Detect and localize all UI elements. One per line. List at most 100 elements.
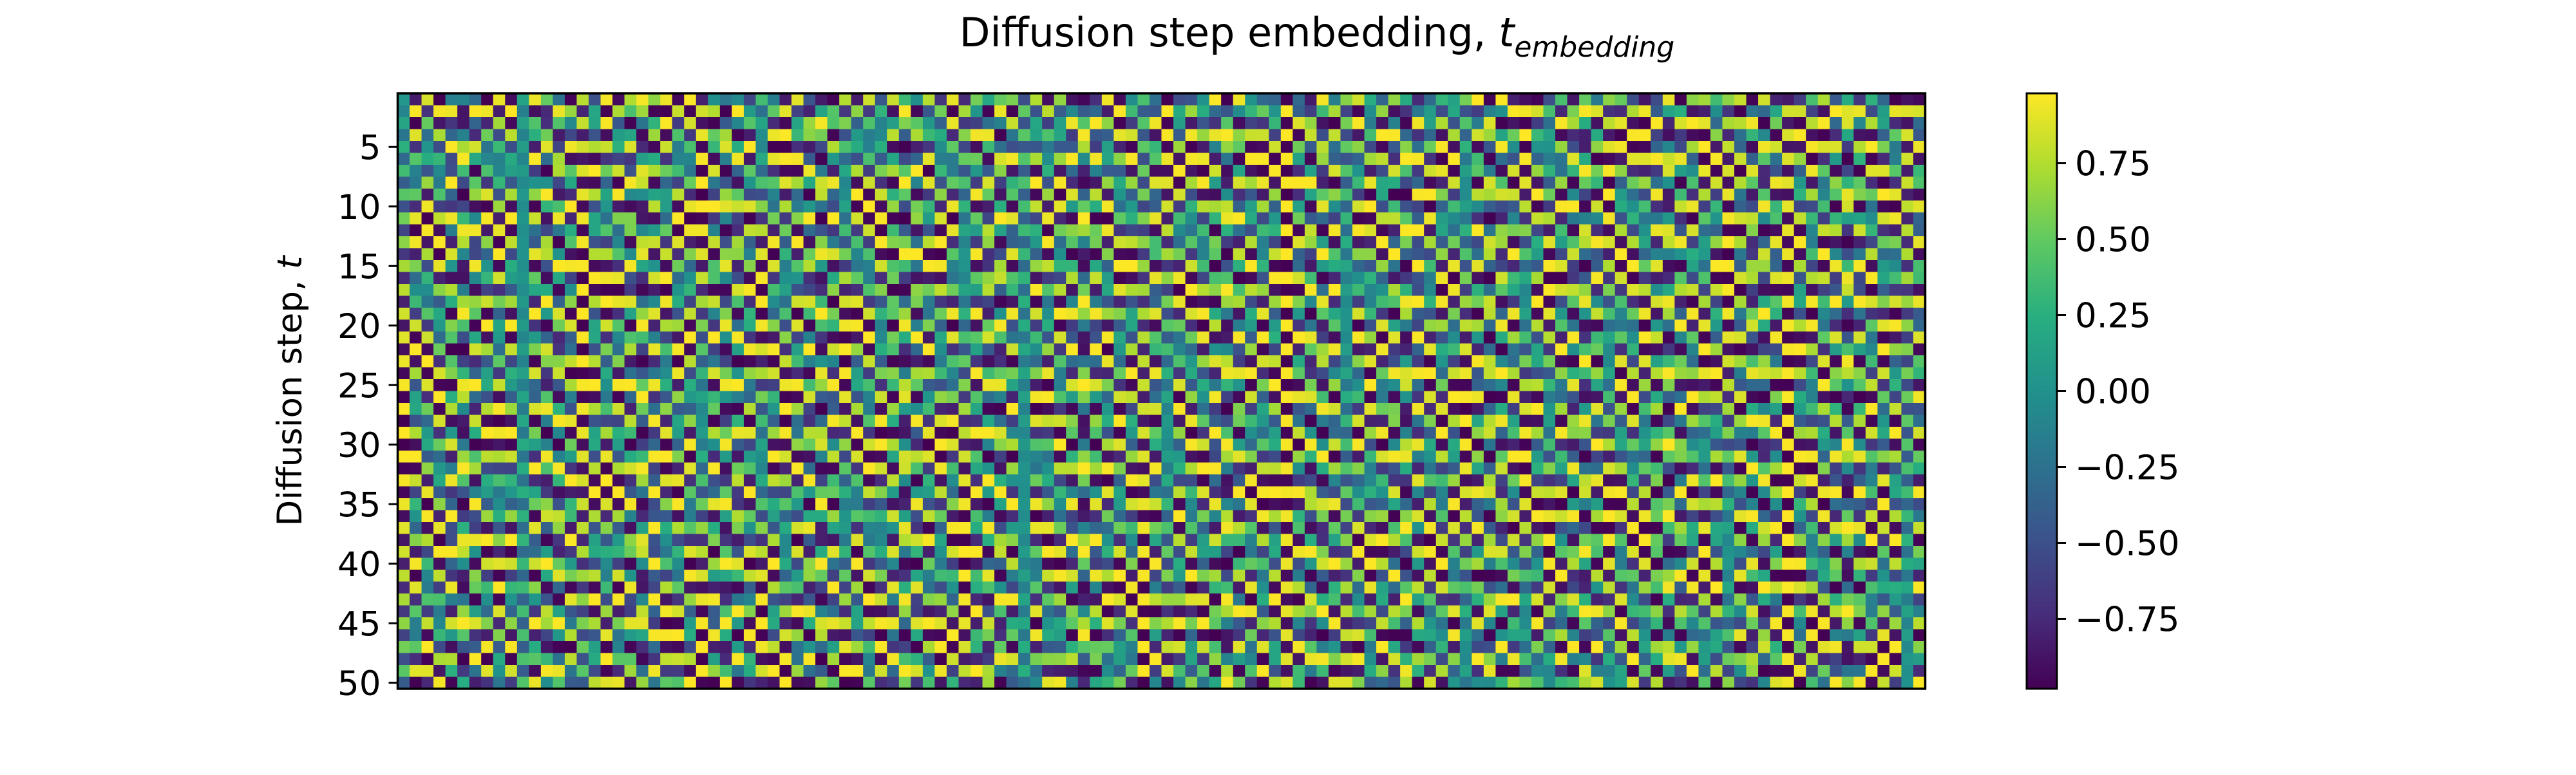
heatmap-cell	[1806, 260, 1819, 273]
heatmap-cell	[1280, 165, 1293, 178]
heatmap-cell	[1472, 534, 1484, 546]
heatmap-cell	[1483, 343, 1496, 356]
heatmap-cell	[1830, 474, 1842, 487]
heatmap-cell	[1448, 165, 1461, 178]
heatmap-cell	[1579, 165, 1592, 178]
heatmap-cell	[1364, 355, 1377, 368]
heatmap-cell	[1615, 534, 1627, 546]
heatmap-cell	[1794, 546, 1806, 559]
heatmap-cell	[672, 546, 685, 559]
heatmap-cell	[1066, 272, 1079, 285]
heatmap-cell	[1066, 486, 1079, 499]
heatmap-cell	[1662, 272, 1675, 285]
heatmap-cell	[636, 510, 649, 523]
heatmap-cell	[1543, 486, 1556, 499]
heatmap-cell	[1651, 295, 1663, 308]
heatmap-cell	[1841, 165, 1854, 178]
heatmap-cell	[481, 510, 494, 523]
heatmap-cell	[1090, 284, 1103, 297]
heatmap-cell	[1495, 272, 1508, 285]
heatmap-cell	[1328, 308, 1341, 321]
heatmap-cell	[839, 308, 852, 321]
heatmap-cell	[1758, 367, 1771, 380]
heatmap-cell	[1424, 141, 1437, 154]
heatmap-cell	[576, 534, 589, 546]
heatmap-cell	[1197, 248, 1210, 261]
heatmap-cell	[1435, 403, 1448, 416]
heatmap-cell	[1853, 284, 1866, 297]
heatmap-cell	[1531, 355, 1544, 368]
heatmap-cell	[958, 534, 971, 546]
heatmap-cell	[540, 379, 554, 392]
heatmap-cell	[1638, 546, 1651, 559]
heatmap-cell	[1901, 379, 1914, 392]
heatmap-cell	[457, 486, 470, 499]
heatmap-cell	[1388, 438, 1401, 451]
heatmap-cell	[1877, 331, 1890, 344]
heatmap-cell	[1531, 379, 1544, 392]
heatmap-cell	[1507, 153, 1520, 165]
heatmap-cell	[684, 331, 697, 344]
heatmap-cell	[624, 462, 637, 475]
heatmap-cell	[505, 284, 518, 297]
heatmap-cell	[922, 451, 936, 463]
heatmap-cell	[1042, 355, 1055, 368]
heatmap-cell	[600, 415, 613, 427]
heatmap-cell	[1185, 212, 1198, 225]
heatmap-cell	[767, 200, 781, 213]
heatmap-cell	[1495, 534, 1508, 546]
heatmap-cell	[1817, 189, 1830, 201]
heatmap-cell	[922, 522, 936, 535]
heatmap-cell	[1435, 438, 1448, 451]
heatmap-cell	[1293, 200, 1305, 213]
heatmap-cell	[1018, 451, 1031, 463]
heatmap-cell	[839, 105, 852, 118]
heatmap-cell	[1638, 153, 1651, 165]
heatmap-cell	[1722, 438, 1735, 451]
heatmap-cell	[1054, 391, 1066, 404]
heatmap-cell	[1806, 319, 1819, 332]
heatmap-cell	[589, 189, 601, 201]
heatmap-cell	[732, 522, 744, 535]
heatmap-cell	[1101, 308, 1114, 321]
heatmap-cell	[815, 331, 828, 344]
heatmap-cell	[1424, 200, 1437, 213]
heatmap-cell	[1841, 438, 1854, 451]
heatmap-cell	[516, 176, 529, 189]
heatmap-cell	[1042, 260, 1055, 273]
heatmap-cell	[1173, 189, 1186, 201]
heatmap-cell	[958, 498, 971, 511]
heatmap-cell	[1770, 212, 1783, 225]
heatmap-cell	[1245, 308, 1258, 321]
heatmap-cell	[1161, 117, 1174, 130]
heatmap-cell	[1901, 212, 1914, 225]
heatmap-cell	[1304, 367, 1318, 380]
heatmap-cell	[636, 176, 649, 189]
heatmap-cell	[493, 153, 506, 165]
heatmap-cell	[719, 343, 732, 356]
heatmap-cell	[1006, 189, 1019, 201]
heatmap-cell	[1651, 117, 1663, 130]
heatmap-cell	[457, 200, 470, 213]
heatmap-cell	[898, 105, 911, 118]
heatmap-cell	[1615, 248, 1627, 261]
heatmap-cell	[827, 189, 840, 201]
heatmap-cell	[1376, 189, 1389, 201]
heatmap-cell	[457, 260, 470, 273]
heatmap-cell	[994, 176, 1007, 189]
heatmap-cell	[1459, 498, 1472, 511]
heatmap-cell	[1853, 141, 1866, 154]
heatmap-cell	[1233, 165, 1245, 178]
heatmap-cell	[684, 415, 697, 427]
heatmap-cell	[1782, 427, 1795, 440]
heatmap-cell	[421, 295, 434, 308]
heatmap-cell	[1830, 105, 1842, 118]
heatmap-cell	[1233, 462, 1245, 475]
heatmap-cell	[672, 236, 685, 249]
heatmap-cell	[791, 93, 804, 106]
heatmap-cell	[1674, 129, 1687, 142]
heatmap-cell	[1698, 284, 1711, 297]
heatmap-cell	[1435, 343, 1448, 356]
heatmap-cell	[1269, 153, 1282, 165]
